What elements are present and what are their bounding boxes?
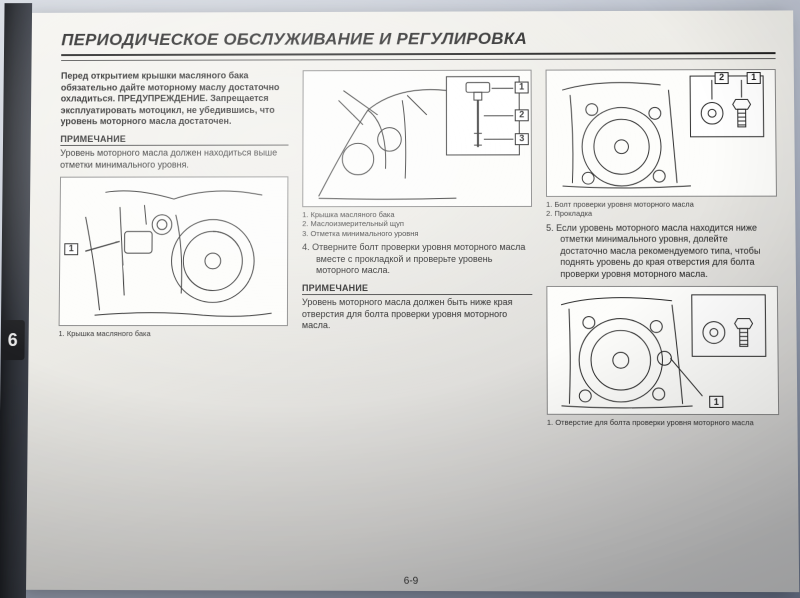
caption-line: 2. Маслоизмерительный щуп <box>302 219 532 229</box>
caption-line: 1. Крышка масляного бака <box>302 210 532 220</box>
step-4: 4. Отверните болт проверки уровня моторн… <box>302 242 532 277</box>
page-title: ПЕРИОДИЧЕСКОЕ ОБСЛУЖИВАНИЕ И РЕГУЛИРОВКА <box>61 28 775 56</box>
callout-2: 2 <box>515 109 529 121</box>
step-list: 4. Отверните болт проверки уровня моторн… <box>302 242 532 277</box>
note-heading: ПРИМЕЧАНИЕ <box>302 283 532 296</box>
caption-line: 1. Болт проверки уровня моторного масла <box>546 200 777 210</box>
page-number: 6-9 <box>26 575 799 588</box>
note-text: Уровень моторного масла должен находитьс… <box>60 148 288 171</box>
figure-caption: 1. Отверстие для болта проверки уровня м… <box>547 418 779 428</box>
figure-bolt-hole: 1 <box>546 286 779 415</box>
caption-line: 1. Отверстие для болта проверки уровня м… <box>547 418 779 428</box>
manual-page: 6 ПЕРИОДИЧЕСКОЕ ОБСЛУЖИВАНИЕ И РЕГУЛИРОВ… <box>26 10 799 592</box>
column-2: 1 2 3 1. Крышка масляного бака 2. Маслои… <box>302 70 533 428</box>
step-list: 5. Если уровень моторного масла находитс… <box>546 222 778 280</box>
column-3: 1 2 1. Болт проверки уровня моторного ма… <box>546 69 780 428</box>
note-heading: ПРИМЕЧАНИЕ <box>60 133 288 146</box>
caption-line: 3. Отметка минимального уровня <box>302 229 532 239</box>
figure-check-bolt: 1 2 <box>546 69 777 197</box>
columns: Перед открытием крышки масляного бака об… <box>58 69 780 428</box>
figure-caption: 1. Болт проверки уровня моторного масла … <box>546 200 777 219</box>
caption-line: 1. Крышка масляного бака <box>58 329 287 338</box>
callout-3: 3 <box>515 133 529 145</box>
warning-text: Перед открытием крышки масляного бака об… <box>60 70 288 127</box>
callout-1: 1 <box>515 82 529 94</box>
figure-oil-tank: 1 <box>59 176 289 326</box>
callout-1: 1 <box>709 396 723 408</box>
column-1: Перед открытием крышки масляного бака об… <box>58 70 289 427</box>
callout-2: 2 <box>715 72 729 84</box>
figure-caption: 1. Крышка масляного бака 2. Маслоизмерит… <box>302 210 532 238</box>
note-text: Уровень моторного масла должен быть ниже… <box>302 297 533 332</box>
caption-line: 2. Прокладка <box>546 209 777 219</box>
figure-caption: 1. Крышка масляного бака <box>58 329 287 338</box>
title-rule <box>61 58 775 61</box>
callout-1: 1 <box>747 72 761 84</box>
step-5: 5. Если уровень моторного масла находитс… <box>546 222 778 280</box>
figure-dipstick: 1 2 3 <box>302 70 532 208</box>
section-tab: 6 <box>1 320 25 360</box>
callout-1: 1 <box>64 243 78 255</box>
